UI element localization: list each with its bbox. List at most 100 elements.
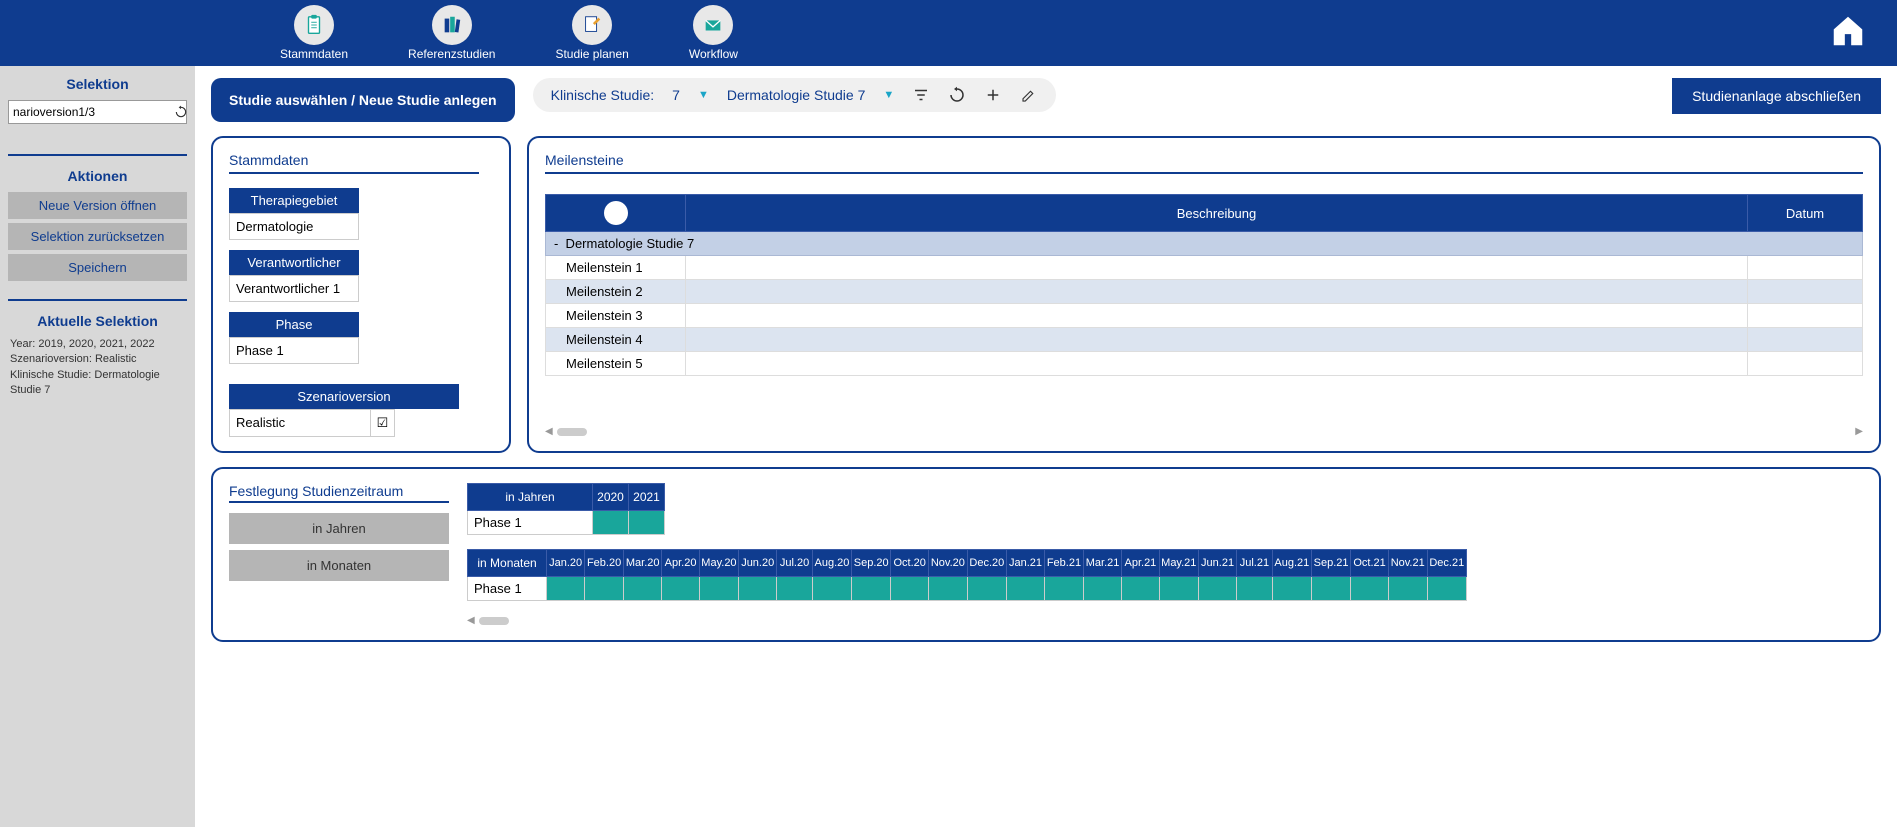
timeline-title: Festlegung Studienzeitraum bbox=[229, 483, 449, 503]
nav-referenzstudien[interactable]: Referenzstudien bbox=[408, 5, 495, 61]
sidebar: Selektion Aktionen Neue Version öffnen S… bbox=[0, 66, 195, 827]
menu-icon[interactable]: ☰ bbox=[604, 201, 628, 225]
month-cell[interactable] bbox=[777, 577, 813, 601]
month-cell[interactable] bbox=[929, 577, 968, 601]
month-cell[interactable] bbox=[1083, 577, 1121, 601]
month-cell[interactable] bbox=[585, 577, 624, 601]
table-row[interactable]: Meilenstein 4 bbox=[546, 328, 1863, 352]
studie-auswaehlen-button[interactable]: Studie auswählen / Neue Studie anlegen bbox=[211, 78, 515, 122]
month-header: Jan.20 bbox=[547, 550, 585, 577]
filter-icon[interactable] bbox=[912, 86, 930, 104]
selektion-reset-button[interactable]: Selektion zurücksetzen bbox=[8, 223, 187, 250]
scroll-thumb[interactable] bbox=[479, 617, 509, 625]
add-icon[interactable] bbox=[984, 86, 1002, 104]
scenario-checkbox[interactable]: ☑ bbox=[371, 409, 395, 437]
month-cell[interactable] bbox=[1045, 577, 1084, 601]
month-cell[interactable] bbox=[812, 577, 851, 601]
month-header: Jan.21 bbox=[1006, 550, 1044, 577]
panel-title: Meilensteine bbox=[545, 152, 1863, 174]
nav-label: Referenzstudien bbox=[408, 47, 495, 61]
month-cell[interactable] bbox=[547, 577, 585, 601]
scroll-right-icon[interactable]: ▶ bbox=[1855, 426, 1863, 437]
years-table: in Jahren20202021 Phase 1 bbox=[467, 483, 665, 535]
scroll-thumb[interactable] bbox=[557, 428, 587, 436]
in-monaten-button[interactable]: in Monaten bbox=[229, 550, 449, 581]
month-header: Jul.20 bbox=[777, 550, 813, 577]
study-name: Dermatologie Studie 7 bbox=[727, 87, 866, 103]
month-cell[interactable] bbox=[1427, 577, 1466, 601]
mail-icon bbox=[693, 5, 733, 45]
nav-label: Stammdaten bbox=[280, 47, 348, 61]
speichern-button[interactable]: Speichern bbox=[8, 254, 187, 281]
field-label: Therapiegebiet bbox=[229, 188, 359, 213]
month-cell[interactable] bbox=[1006, 577, 1044, 601]
month-header: Oct.21 bbox=[1351, 550, 1389, 577]
month-cell[interactable] bbox=[1388, 577, 1427, 601]
nav-studie-planen[interactable]: Studie planen bbox=[555, 5, 628, 61]
month-cell[interactable] bbox=[662, 577, 699, 601]
divider bbox=[8, 299, 187, 301]
nav-label: Workflow bbox=[689, 47, 738, 61]
year-header: 2020 bbox=[593, 484, 629, 511]
month-header: Feb.21 bbox=[1045, 550, 1084, 577]
divider bbox=[8, 154, 187, 156]
month-header: Sep.20 bbox=[852, 550, 891, 577]
table-row[interactable]: Meilenstein 2 bbox=[546, 280, 1863, 304]
month-header: Aug.21 bbox=[1272, 550, 1311, 577]
month-cell[interactable] bbox=[967, 577, 1006, 601]
milestone-table: ☰ Beschreibung Datum - Dermatologie Stud… bbox=[545, 194, 1863, 376]
month-header: Dec.21 bbox=[1427, 550, 1466, 577]
dropdown-icon[interactable]: ▼ bbox=[698, 89, 709, 101]
study-id: 7 bbox=[672, 87, 680, 103]
month-cell[interactable] bbox=[624, 577, 662, 601]
month-cell[interactable] bbox=[1311, 577, 1350, 601]
month-cell[interactable] bbox=[1351, 577, 1389, 601]
table-row[interactable]: Meilenstein 3 bbox=[546, 304, 1863, 328]
table-row[interactable]: Meilenstein 1 bbox=[546, 256, 1863, 280]
month-cell[interactable] bbox=[852, 577, 891, 601]
edit-doc-icon bbox=[572, 5, 612, 45]
month-cell[interactable] bbox=[1122, 577, 1159, 601]
year-cell[interactable] bbox=[629, 511, 665, 535]
month-cell[interactable] bbox=[1199, 577, 1237, 601]
stammdaten-panel: Stammdaten Therapiegebiet Dermatologie V… bbox=[211, 136, 511, 453]
table-group-row[interactable]: - Dermatologie Studie 7 bbox=[546, 232, 1863, 256]
refresh-icon[interactable] bbox=[174, 103, 188, 121]
edit-icon[interactable] bbox=[1020, 86, 1038, 104]
study-label: Klinische Studie: bbox=[551, 87, 655, 103]
study-selector-bar: Klinische Studie: 7 ▼ Dermatologie Studi… bbox=[533, 78, 1057, 112]
month-header: Jun.20 bbox=[739, 550, 777, 577]
scenario-input[interactable] bbox=[11, 103, 170, 121]
month-cell[interactable] bbox=[1272, 577, 1311, 601]
year-cell[interactable] bbox=[593, 511, 629, 535]
table-row[interactable]: Meilenstein 5 bbox=[546, 352, 1863, 376]
scroll-left-icon[interactable]: ◀ bbox=[545, 426, 553, 437]
month-header: Jul.21 bbox=[1237, 550, 1273, 577]
month-cell[interactable] bbox=[739, 577, 777, 601]
nav-label: Studie planen bbox=[555, 47, 628, 61]
month-header: Nov.20 bbox=[929, 550, 968, 577]
month-cell[interactable] bbox=[1237, 577, 1273, 601]
studienanlage-abschliessen-button[interactable]: Studienanlage abschließen bbox=[1672, 78, 1881, 114]
scenario-header: Szenarioversion bbox=[229, 384, 459, 409]
in-jahren-button[interactable]: in Jahren bbox=[229, 513, 449, 544]
month-cell[interactable] bbox=[1159, 577, 1199, 601]
month-cell[interactable] bbox=[699, 577, 739, 601]
months-table: in MonatenJan.20Feb.20Mar.20Apr.20May.20… bbox=[467, 549, 1467, 601]
table-header: in Monaten bbox=[468, 550, 547, 577]
horizontal-scrollbar[interactable]: ◀ bbox=[467, 615, 1863, 626]
neue-version-button[interactable]: Neue Version öffnen bbox=[8, 192, 187, 219]
horizontal-scrollbar[interactable]: ◀ ▶ bbox=[545, 426, 1863, 437]
refresh-icon[interactable] bbox=[948, 86, 966, 104]
field-label: Phase bbox=[229, 312, 359, 337]
year-header: 2021 bbox=[629, 484, 665, 511]
dropdown-icon[interactable]: ▼ bbox=[883, 89, 894, 101]
nav-workflow[interactable]: Workflow bbox=[689, 5, 738, 61]
month-cell[interactable] bbox=[891, 577, 929, 601]
nav-stammdaten[interactable]: Stammdaten bbox=[280, 5, 348, 61]
month-header: Feb.20 bbox=[585, 550, 624, 577]
home-icon[interactable] bbox=[1829, 12, 1867, 53]
month-header: Mar.20 bbox=[624, 550, 662, 577]
field-value: Dermatologie bbox=[229, 213, 359, 240]
scroll-left-icon[interactable]: ◀ bbox=[467, 615, 475, 626]
